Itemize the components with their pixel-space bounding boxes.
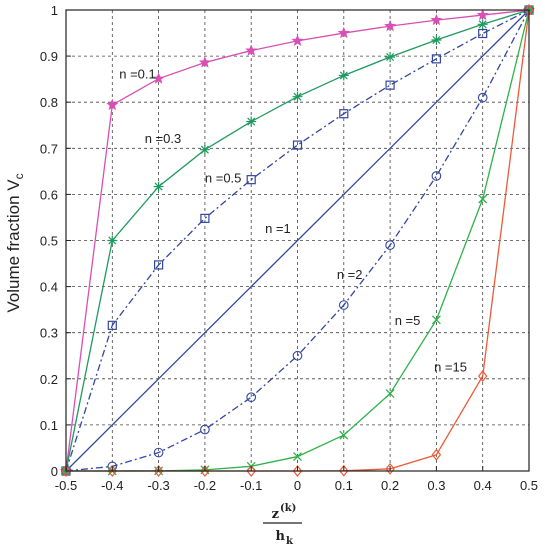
x-tick-label: 0.1 — [335, 478, 353, 493]
data-point-diamond — [339, 464, 349, 477]
data-point-circle — [431, 171, 442, 181]
y-axis-label: Volume fraction Vc — [4, 173, 26, 312]
data-point-diamond — [107, 465, 118, 477]
data-point-square — [154, 260, 164, 270]
series-annotation: n =2 — [337, 267, 363, 282]
data-point-x — [431, 315, 441, 325]
x-tick-label: 0.4 — [474, 478, 492, 493]
data-point-asterisk — [246, 116, 257, 127]
data-point-star — [430, 13, 443, 26]
y-tick-label: 0.5 — [40, 234, 58, 249]
data-point-x — [385, 389, 395, 399]
data-point-star — [291, 34, 304, 46]
data-point-square — [385, 80, 395, 90]
data-point-square — [200, 213, 210, 223]
x-axis-label-numerator: z — [272, 507, 279, 522]
y-tick-label: 0 — [51, 464, 58, 479]
x-tick-label: -0.4 — [101, 478, 123, 493]
data-point-circle — [200, 424, 210, 435]
data-point-square — [339, 109, 349, 119]
data-point-square — [246, 175, 256, 185]
data-point-diamond — [153, 465, 164, 477]
data-point-diamond — [200, 465, 210, 477]
x-tick-label: -0.1 — [240, 478, 262, 493]
data-point-diamond — [431, 448, 442, 461]
data-point-x — [293, 452, 302, 462]
x-tick-label: 0.3 — [427, 478, 445, 493]
series-layer — [59, 3, 536, 477]
series-annotation: n =5 — [395, 313, 421, 328]
series-annotation: n =0.5 — [205, 170, 242, 185]
tick-labels: -0.5 -0.4 -0.3 -0.2 -0.1 0 0.1 0.2 0.3 0.4 0.5 0 0.1… — [40, 3, 538, 493]
data-point-circle — [153, 447, 164, 458]
series-1 — [65, 9, 530, 472]
y-axis-label-text: Volume fraction V — [4, 179, 23, 313]
y-tick-label: 0.6 — [40, 187, 58, 202]
data-point-circle — [338, 300, 349, 310]
x-tick-label: 0 — [294, 478, 301, 493]
y-tick-label: 1 — [51, 3, 58, 18]
data-point-x — [339, 430, 349, 440]
data-point-star — [198, 56, 211, 68]
y-tick-label: 0.3 — [40, 326, 58, 341]
data-point-star — [106, 98, 119, 111]
data-point-square — [478, 28, 488, 39]
y-tick-label: 0.7 — [40, 141, 58, 156]
x-axis-label-superscript: (k) — [280, 503, 296, 514]
data-point-diamond — [61, 465, 71, 477]
y-tick-label: 0.2 — [40, 372, 58, 387]
data-point-star — [476, 8, 489, 21]
series-annotation: n =0.1 — [119, 67, 156, 82]
series-line — [65, 9, 530, 472]
y-tick-label: 0.9 — [40, 49, 58, 64]
data-point-circle — [477, 92, 488, 103]
x-tick-label: 0.2 — [381, 478, 399, 493]
x-tick-label: 0.5 — [520, 478, 538, 493]
data-point-diamond — [385, 462, 395, 475]
data-point-circle — [246, 392, 257, 403]
y-tick-label: 0.4 — [40, 280, 58, 295]
x-tick-label: -0.3 — [147, 478, 169, 493]
data-point-asterisk — [292, 91, 303, 102]
data-point-asterisk — [153, 181, 164, 192]
data-point-star — [245, 44, 258, 56]
x-tick-label: -0.5 — [55, 478, 77, 493]
y-tick-label: 0.1 — [40, 418, 58, 433]
data-point-star — [384, 19, 397, 32]
data-point-diamond — [292, 465, 303, 477]
data-point-asterisk — [107, 235, 118, 246]
data-point-asterisk — [199, 144, 210, 155]
y-tick-label: 0.8 — [40, 95, 58, 110]
data-point-diamond — [477, 370, 488, 383]
data-point-square — [292, 140, 303, 150]
series-annotations: n =0.1 n =0.3 n =0.5 n =1 n =2 n =5 n =15 — [119, 67, 467, 375]
data-point-square — [107, 320, 117, 330]
data-point-asterisk — [338, 70, 349, 81]
x-tick-label: -0.2 — [194, 478, 216, 493]
series-line — [65, 9, 530, 472]
series-annotation: n =1 — [265, 221, 291, 236]
data-point-x — [478, 194, 488, 204]
x-axis-label: z (k) h k — [263, 503, 302, 547]
data-point-asterisk — [477, 19, 488, 30]
data-point-asterisk — [431, 34, 442, 45]
data-point-square — [431, 54, 441, 64]
y-axis-label-subscript: c — [12, 173, 26, 179]
data-point-circle — [292, 350, 303, 361]
x-axis-label-denominator-subscript: k — [286, 536, 294, 547]
data-point-star — [337, 26, 350, 39]
data-point-star — [152, 72, 165, 84]
series-annotation: n =0.3 — [145, 131, 182, 146]
data-point-diamond — [246, 465, 256, 477]
data-point-circle — [385, 240, 395, 250]
series-annotation: n =15 — [434, 359, 467, 374]
x-axis-label-denominator: h — [276, 529, 286, 544]
data-point-asterisk — [385, 52, 396, 63]
